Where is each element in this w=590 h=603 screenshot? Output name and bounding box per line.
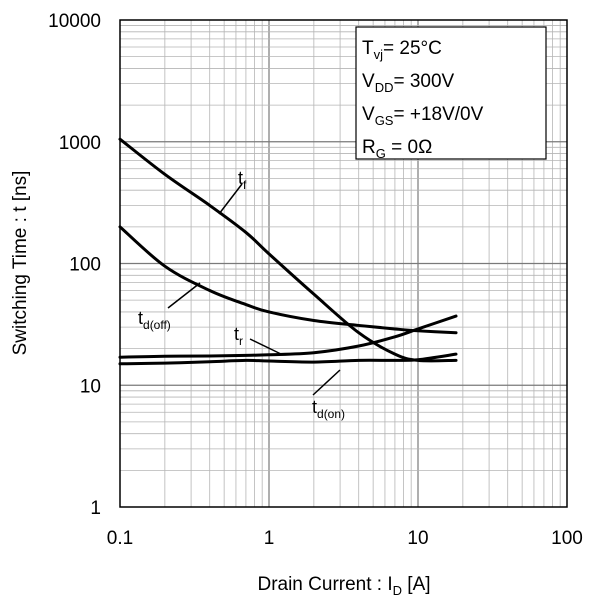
series-line-f xyxy=(118,137,458,363)
plot-frame xyxy=(119,19,568,508)
conditions-box-frame xyxy=(355,26,547,160)
conditions-lines: Tvj= 25°C VDD= 300V VGS= +18V/0V RG = 0Ω xyxy=(362,38,484,161)
x-axis-label-tail: [A] xyxy=(402,574,431,595)
series-line-r xyxy=(118,314,458,359)
label-leaders xyxy=(167,183,341,396)
x-tick-label: 0.1 xyxy=(107,528,133,549)
y-tick-label: 10000 xyxy=(48,11,101,32)
y-tick-label: 10 xyxy=(80,376,101,397)
condition-line: RG = 0Ω xyxy=(362,137,432,161)
conditions-box: Tvj= 25°C VDD= 300V VGS= +18V/0V RG = 0Ω xyxy=(355,26,547,161)
series-label-doff: td(off) xyxy=(138,308,171,332)
y-tick-label: 100 xyxy=(69,255,101,276)
leader-line-don xyxy=(312,369,341,396)
series-line-doff xyxy=(118,225,458,335)
y-tick-label: 1 xyxy=(90,498,101,519)
x-axis-label: Drain Current : ID [A] xyxy=(257,574,430,598)
x-axis-label-sub: D xyxy=(393,583,402,598)
curve-labels: tf td(off) tr td(on) xyxy=(138,168,345,421)
y-tick-label: 1000 xyxy=(59,133,101,154)
y-axis-label: Switching Time : t [ns] xyxy=(10,171,31,356)
leader-line-doff xyxy=(167,282,201,309)
tick-labels: 0.1 1 10 100 1 10 100 1000 10000 xyxy=(48,11,583,549)
leader-line-r xyxy=(249,338,284,356)
condition-line: VDD= 300V xyxy=(362,71,455,95)
condition-line: VGS= +18V/0V xyxy=(362,104,484,128)
series-line-don xyxy=(118,352,458,366)
x-tick-label: 100 xyxy=(551,528,583,549)
series-label-f: tf xyxy=(238,168,247,192)
x-axis-label-main: Drain Current : I xyxy=(257,574,392,595)
condition-line: Tvj= 25°C xyxy=(362,38,442,62)
leader-line-f xyxy=(218,183,243,215)
x-tick-label: 10 xyxy=(407,528,428,549)
curves xyxy=(118,137,458,366)
series-label-don: td(on) xyxy=(312,397,345,421)
series-label-r: tr xyxy=(234,324,243,348)
x-tick-label: 1 xyxy=(264,528,275,549)
